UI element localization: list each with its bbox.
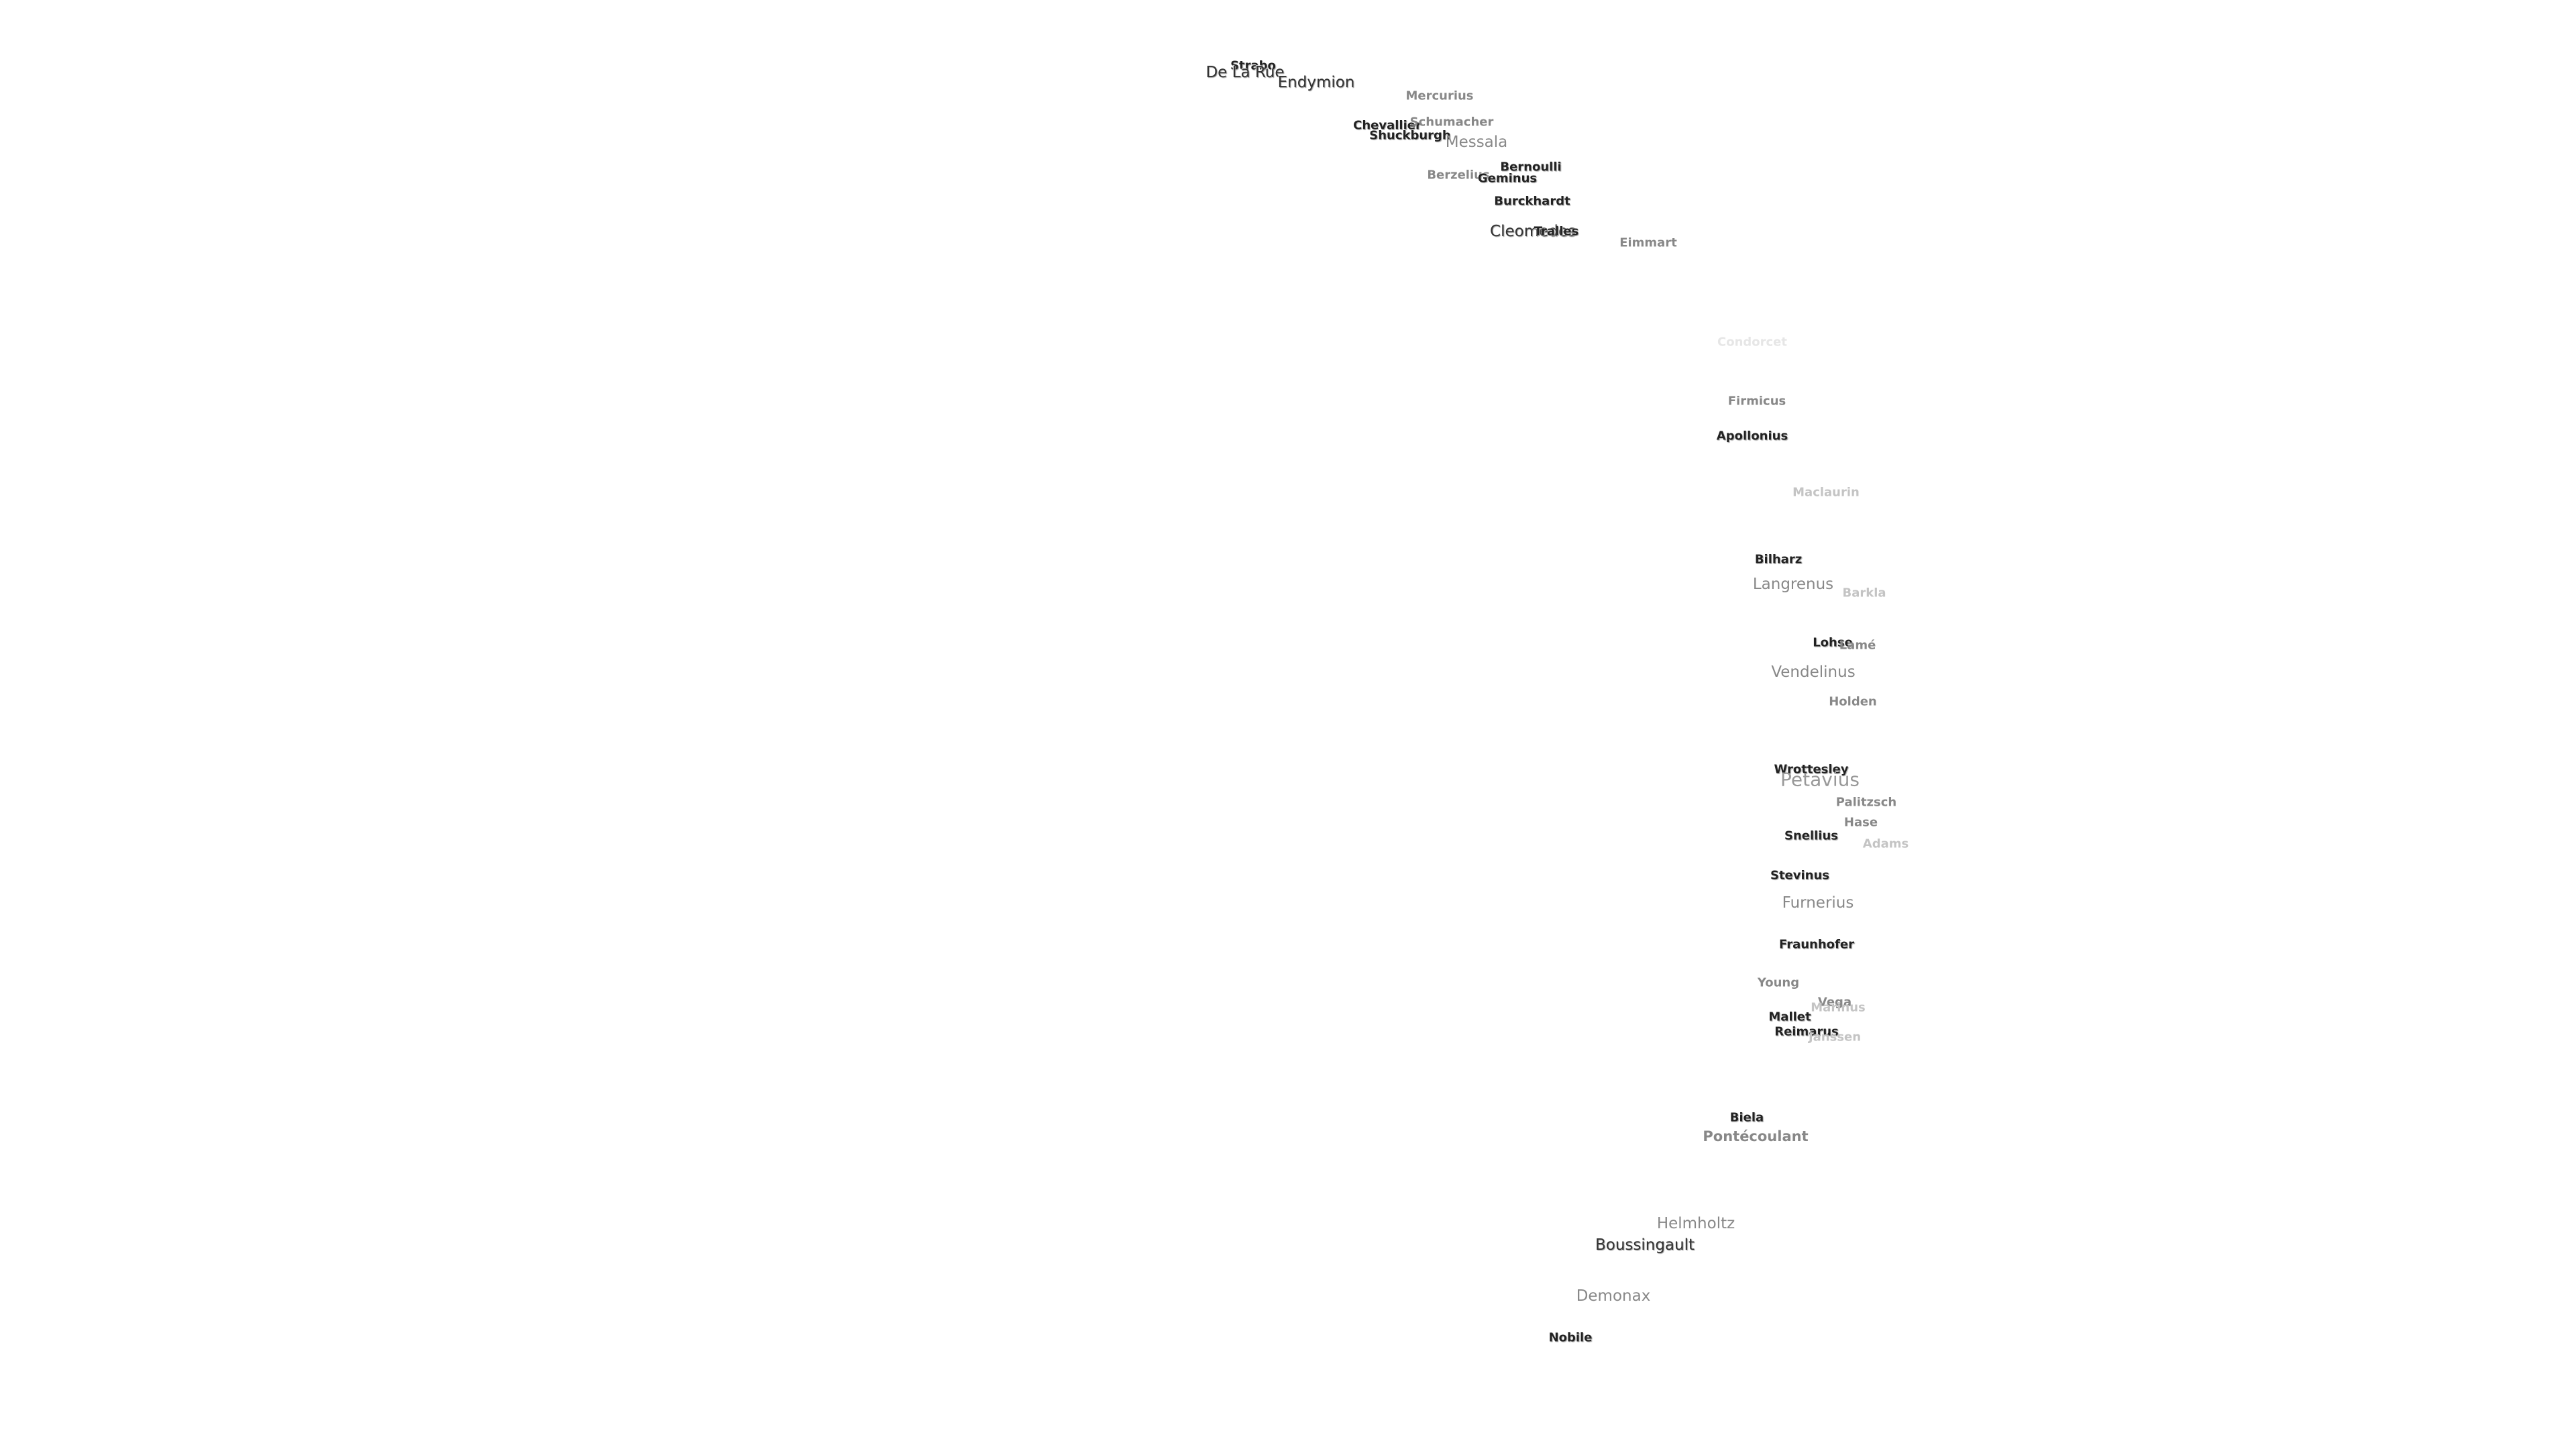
- crater-label: Palitzsch: [1835, 795, 1897, 810]
- crater-label: Schumacher: [1409, 115, 1494, 129]
- crater-label: Apollonius: [1716, 429, 1788, 443]
- crater-label: Demonax: [1576, 1287, 1651, 1305]
- crater-label: Vendelinus: [1771, 663, 1856, 681]
- crater-label: Endymion: [1277, 74, 1355, 91]
- crater-label: Snellius: [1784, 828, 1839, 843]
- crater-label: Tralles: [1534, 224, 1579, 239]
- crater-label: Vega: [1817, 995, 1852, 1010]
- crater-label: Hase: [1843, 815, 1878, 830]
- crater-label: Maclaurin: [1792, 485, 1860, 500]
- crater-label: Wrottesley: [1774, 762, 1849, 777]
- crater-label: Firmicus: [1727, 394, 1786, 409]
- crater-label: Bilharz: [1754, 552, 1803, 567]
- crater-label: Lamé: [1839, 638, 1876, 653]
- crater-label: Marinus: [1811, 1000, 1866, 1015]
- crater-label: Petavius: [1780, 768, 1860, 791]
- crater-label: Biela: [1729, 1110, 1764, 1125]
- crater-label: Messala: [1445, 133, 1508, 151]
- crater-label: De La Rue: [1205, 64, 1285, 81]
- crater-label: Furnerius: [1782, 894, 1854, 912]
- crater-label: Pontécoulant: [1703, 1128, 1809, 1144]
- crater-label: Shuckburgh: [1369, 128, 1451, 143]
- crater-label: Janssen: [1808, 1030, 1862, 1044]
- crater-label: Lohse: [1813, 635, 1853, 650]
- crater-label: Young: [1757, 975, 1800, 990]
- crater-label: Reimarus: [1774, 1024, 1839, 1039]
- crater-label: Adams: [1862, 837, 1909, 851]
- crater-label: Berzelius: [1427, 168, 1490, 182]
- crater-label: Chevallier: [1353, 118, 1421, 133]
- crater-label: Condorcet: [1717, 335, 1788, 350]
- crater-label: Boussingault: [1595, 1236, 1695, 1254]
- crater-label: Langrenus: [1752, 576, 1834, 593]
- crater-label: Bernoulli: [1500, 160, 1562, 174]
- crater-label: Mallet: [1768, 1010, 1811, 1024]
- crater-label: Eimmart: [1619, 235, 1677, 250]
- crater-label: Cleomedes: [1490, 223, 1576, 240]
- crater-label: Mercurius: [1405, 89, 1474, 103]
- crater-label: Barkla: [1842, 586, 1886, 600]
- crater-label: Fraunhofer: [1779, 937, 1854, 952]
- crater-label: Geminus: [1477, 171, 1538, 186]
- crater-label: Burckhardt: [1494, 194, 1570, 209]
- crater-label: Holden: [1829, 694, 1877, 709]
- crater-label: Nobile: [1548, 1330, 1593, 1345]
- crater-label: Helmholtz: [1656, 1215, 1735, 1232]
- crater-label: Stevinus: [1770, 868, 1830, 883]
- crater-label: Strabo: [1230, 58, 1276, 73]
